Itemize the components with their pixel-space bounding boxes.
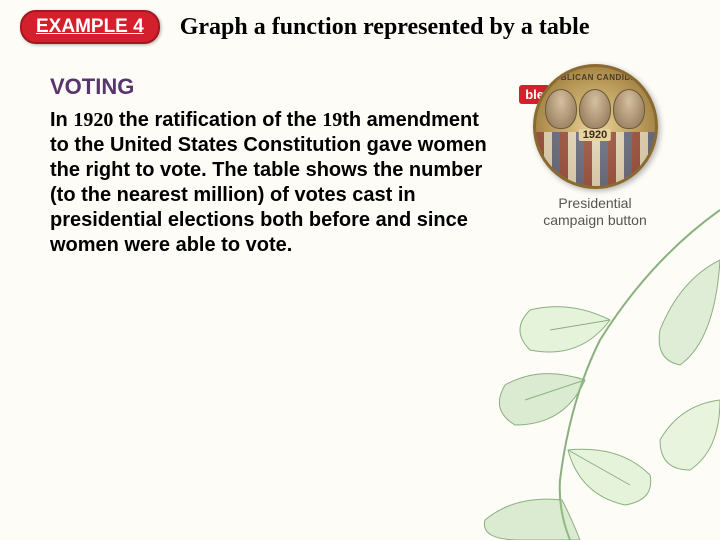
- caption-line: campaign button: [543, 212, 647, 228]
- text-part: th amendment to the United States Consti…: [50, 109, 487, 256]
- header: EXAMPLE 4 Graph a function represented b…: [20, 10, 700, 44]
- number-19: 19: [322, 109, 342, 131]
- text-part: In: [50, 109, 73, 131]
- example-badge: EXAMPLE 4: [20, 10, 160, 44]
- body-paragraph: In 1920 the ratification of the 19th ame…: [50, 108, 490, 258]
- number-1920: 1920: [73, 109, 113, 131]
- button-arc-text: REPUBLICAN CANDIDATES: [536, 73, 655, 82]
- slide: EXAMPLE 4 Graph a function represented b…: [0, 0, 720, 540]
- subheading: VOTING: [50, 74, 490, 100]
- caption-line: Presidential: [558, 195, 631, 211]
- portrait-icon: [545, 89, 577, 129]
- portrait-icon: [613, 89, 645, 129]
- text-part: the ratification of the: [113, 109, 322, 131]
- slide-title: Graph a function represented by a table: [180, 14, 590, 41]
- image-caption: Presidential campaign button: [543, 195, 647, 229]
- portrait-icon: [579, 89, 611, 129]
- content-area: VOTING In 1920 the ratification of the 1…: [50, 74, 700, 258]
- portraits-row: [536, 89, 655, 129]
- text-column: VOTING In 1920 the ratification of the 1…: [50, 74, 490, 258]
- image-column: REPUBLICAN CANDIDATES Presidential campa…: [510, 64, 680, 229]
- campaign-button-image: REPUBLICAN CANDIDATES: [533, 64, 658, 189]
